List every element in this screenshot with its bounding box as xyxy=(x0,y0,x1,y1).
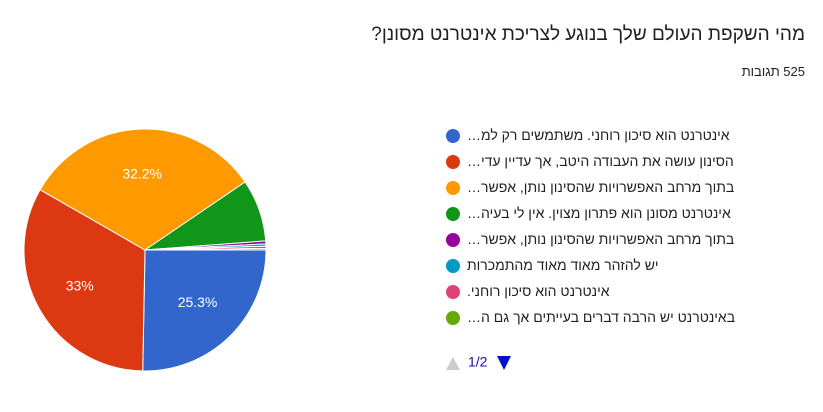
page-indicator: 1/2 xyxy=(468,354,488,370)
legend-swatch xyxy=(446,129,460,143)
legend-label: הסינון עושה את העבודה היטב, אך עדיין עדי… xyxy=(467,153,734,169)
legend-label: באינטרנט יש הרבה דברים בעייתים אך גם ה… xyxy=(467,309,736,325)
slice-label: 25.3% xyxy=(178,294,218,310)
legend-swatch xyxy=(446,285,460,299)
slice-label: 32.2% xyxy=(122,166,162,182)
legend-swatch xyxy=(446,311,460,325)
response-count: 525 תגובות xyxy=(741,64,805,79)
pie-slice xyxy=(142,249,267,372)
legend-swatch xyxy=(446,259,460,273)
legend-label: אינטרנט הוא סיכון רוחני. xyxy=(467,283,610,299)
legend-swatch xyxy=(446,155,460,169)
pie-slice xyxy=(144,247,267,251)
legend-label: אינטרנט מסונן הוא פתרון מצוין. אין לי בע… xyxy=(467,205,731,221)
legend-label: בתוך מרחב האפשרויות שהסינון נותן, אפשר… xyxy=(467,231,735,247)
legend-label: יש להזהר מאוד מאוד מהתמכרות xyxy=(467,257,659,273)
legend-label: אינטרנט הוא סיכון רוחני. משתמשים רק למ… xyxy=(467,127,730,143)
prev-page[interactable] xyxy=(446,357,460,370)
legend-label: בתוך מרחב האפשרויות שהסינון נותן, אפשר… xyxy=(467,179,735,195)
pie-slice xyxy=(39,128,246,251)
pie-slice xyxy=(23,189,146,372)
next-page[interactable] xyxy=(497,356,511,370)
chart-title: מהי השקפת העולם שלך בנוגע לצריכת אינטרנט… xyxy=(371,24,805,45)
legend-swatch xyxy=(446,233,460,247)
legend-swatch xyxy=(446,207,460,221)
legend-swatch xyxy=(446,181,460,195)
slice-label: 33% xyxy=(66,278,94,294)
